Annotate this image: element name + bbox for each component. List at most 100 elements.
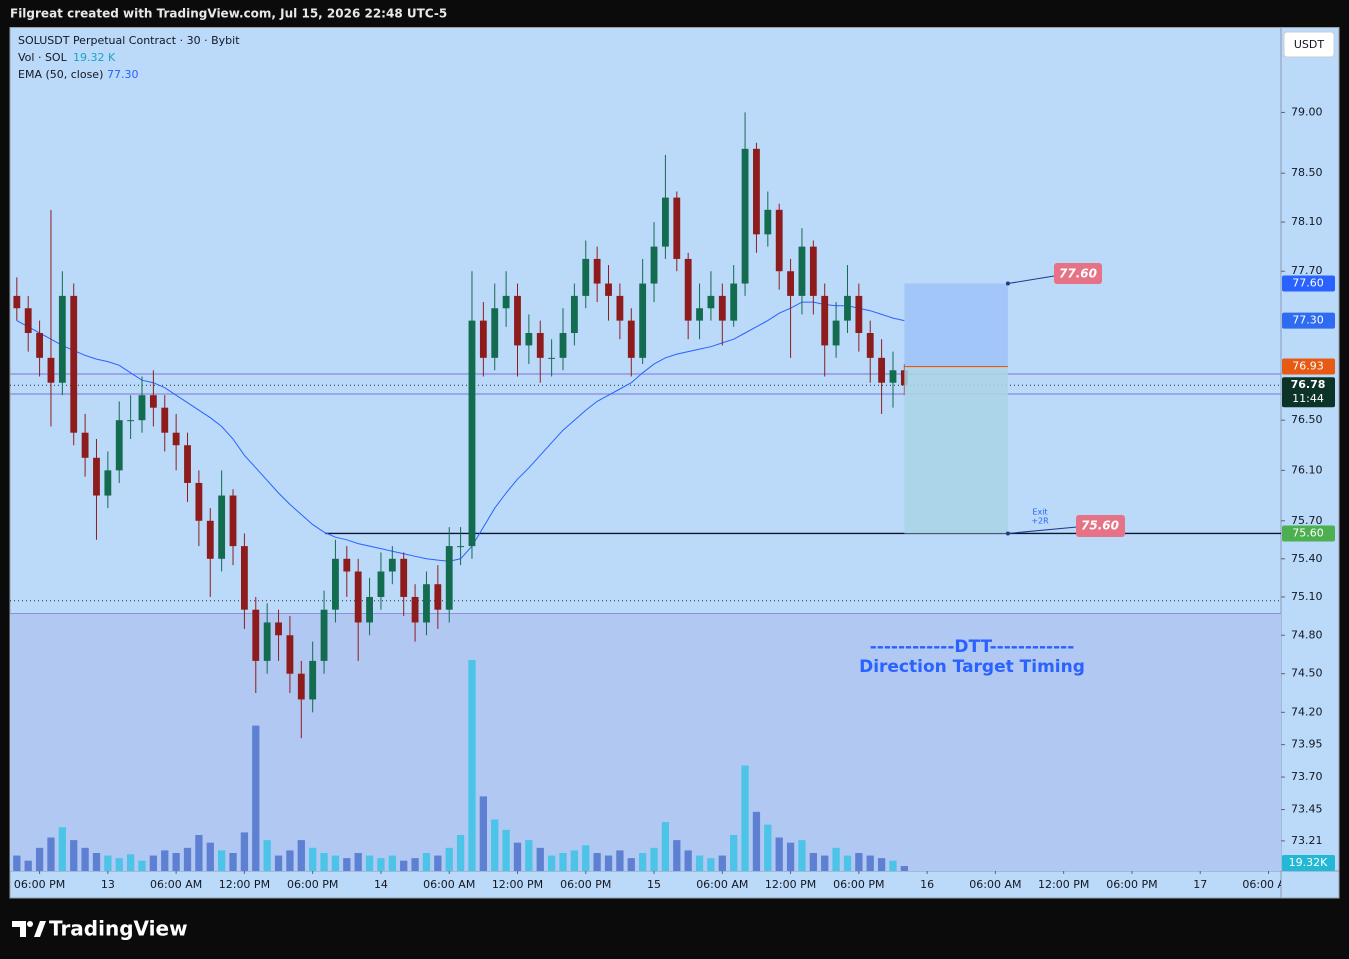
volume-bar	[627, 858, 635, 871]
volume-bar	[889, 860, 897, 871]
volume-bar	[422, 852, 431, 871]
candle-body	[172, 432, 180, 446]
candle-body	[115, 420, 123, 471]
candle-body	[764, 209, 772, 235]
volume-bar	[138, 860, 146, 871]
legend-ema: EMA (50, close)	[18, 68, 103, 81]
x-tick-label: 12:00 PM	[1038, 878, 1089, 891]
candle-body	[491, 308, 499, 358]
legend-volume: Vol · SOL	[18, 51, 68, 64]
candle-body	[775, 209, 783, 272]
volume-bar	[900, 866, 909, 871]
volume-bar	[604, 855, 613, 871]
candle-body	[536, 333, 544, 358]
volume-bar	[798, 840, 806, 871]
volume-bar	[775, 837, 783, 871]
candle-body	[388, 558, 396, 572]
exit-note: Exit	[1032, 508, 1047, 517]
x-tick-label: 12:00 PM	[219, 878, 270, 891]
x-tick-label: 06:00 PM	[14, 878, 65, 891]
volume-bar	[149, 855, 158, 871]
volume-bar	[707, 858, 715, 871]
candle-body	[582, 258, 590, 296]
candle-body	[400, 558, 408, 597]
volume-bar	[411, 858, 419, 871]
volume-bar	[843, 855, 852, 871]
candle-body	[684, 258, 692, 321]
volume-bar	[650, 847, 658, 871]
volume-bar	[229, 852, 237, 871]
volume-bar	[183, 847, 192, 871]
volume-bar	[877, 858, 886, 871]
volume-bar	[195, 834, 203, 871]
volume-bar	[445, 847, 453, 871]
candle-body	[36, 333, 43, 358]
candle-body	[24, 308, 32, 334]
candle-body	[593, 258, 601, 284]
candle-body	[138, 395, 146, 421]
volume-bar	[456, 834, 465, 871]
candle-body	[718, 295, 726, 321]
y-tick-label: 73.21	[1291, 834, 1323, 847]
volume-bar	[126, 854, 135, 871]
target-callout-dot	[1005, 531, 1010, 536]
x-tick-label: 06:00 AM	[969, 878, 1021, 891]
candle-body	[93, 457, 100, 496]
volume-bar	[730, 834, 738, 871]
volume-bar	[547, 855, 556, 871]
candle-body	[741, 148, 749, 284]
header: Filgreat created with TradingView.com, J…	[10, 7, 447, 21]
y-tick-label: 78.10	[1291, 215, 1323, 228]
candle-body	[616, 295, 624, 321]
candle-body	[252, 609, 260, 661]
candle-body	[195, 482, 203, 521]
countdown-label: 11:44	[1292, 392, 1324, 405]
volume-bar	[786, 842, 795, 871]
y-tick-label: 78.50	[1291, 166, 1323, 179]
exit-note: +2R	[1031, 517, 1049, 526]
volume-bar	[513, 842, 522, 871]
candle-body	[320, 609, 328, 661]
volume-bar	[104, 855, 112, 871]
volume-bar	[559, 852, 567, 871]
volume-bar	[218, 850, 226, 871]
candle-body	[661, 197, 669, 247]
volume-bar	[115, 858, 123, 871]
candle-body	[809, 246, 817, 296]
stop-callout-line	[1007, 275, 1055, 285]
volume-bar	[388, 855, 396, 871]
y-tick-label: 79.00	[1291, 105, 1323, 118]
candle-body	[821, 295, 829, 346]
x-tick-label: 17	[1193, 878, 1207, 891]
volume-bar	[365, 855, 374, 871]
candle-body	[548, 357, 556, 359]
candle-body	[297, 673, 305, 700]
candle-body	[127, 420, 135, 422]
volume-bar	[582, 845, 590, 871]
candle-body	[354, 571, 362, 623]
volume-bar	[263, 840, 271, 871]
lower-zone	[10, 613, 1281, 871]
currency-button[interactable]	[1283, 31, 1335, 58]
currency-label[interactable]: USDT	[1294, 38, 1325, 51]
volume-bar	[58, 827, 66, 871]
x-tick-label: 16	[920, 878, 934, 891]
target-label: 75.60	[1081, 519, 1119, 533]
candle-body	[47, 357, 55, 383]
volume-bar	[570, 850, 579, 871]
volume-bar	[764, 824, 772, 871]
volume-bar	[718, 855, 726, 871]
candle-body	[70, 295, 78, 433]
y-tick-label: 76.10	[1291, 463, 1323, 476]
candle-body	[104, 470, 112, 496]
volume-badge-label: 19.32K	[1289, 856, 1328, 869]
annotation-line: Direction Target Timing	[859, 657, 1085, 677]
candle-body	[423, 584, 430, 623]
volume-bar	[855, 852, 863, 871]
volume-bar	[616, 850, 624, 871]
volume-bar	[536, 847, 544, 871]
volume-bar	[821, 855, 829, 871]
candle-body	[559, 333, 567, 358]
x-tick-label: 15	[647, 878, 661, 891]
volume-bar	[47, 837, 55, 871]
